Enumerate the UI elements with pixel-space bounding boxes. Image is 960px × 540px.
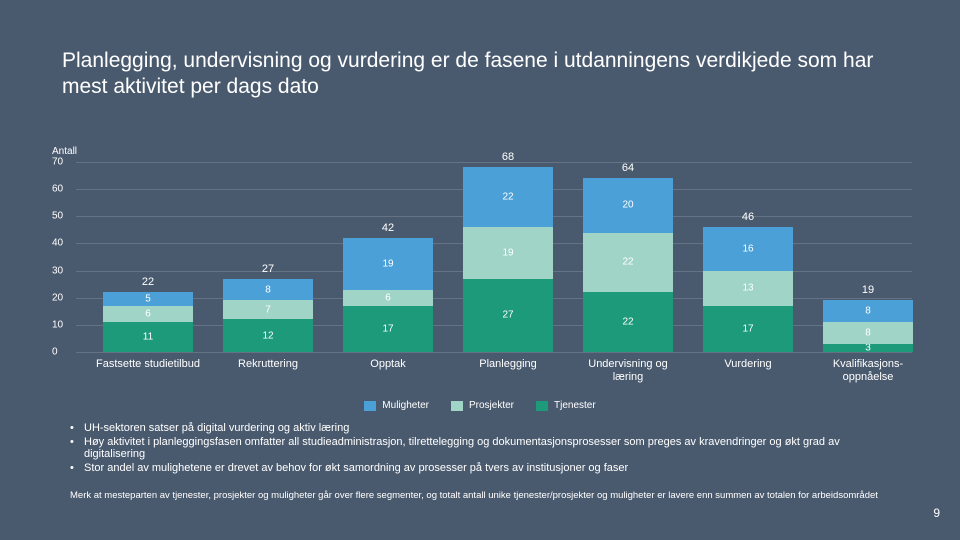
bar-segment: 8 [823, 322, 913, 344]
category-label: Opptak [333, 358, 443, 371]
bar-total-label: 42 [343, 222, 433, 234]
bar-segment: 20 [583, 178, 673, 232]
bar-segment-label: 17 [343, 323, 433, 334]
bar-segment: 7 [223, 300, 313, 319]
bullet-item: Stor andel av mulighetene er drevet av b… [70, 462, 890, 474]
y-tick-label: 10 [52, 319, 76, 330]
y-axis: 010203040506070 [52, 162, 78, 352]
bar-segment-label: 5 [103, 294, 193, 305]
bar-segment-label: 22 [463, 192, 553, 203]
bar-segment: 6 [103, 306, 193, 322]
legend-swatch [536, 401, 548, 411]
bar-segment-label: 19 [463, 247, 553, 258]
bar-segment-label: 8 [823, 306, 913, 317]
bar-segment: 17 [703, 306, 793, 352]
bar-segment: 6 [343, 290, 433, 306]
bullet-item: Høy aktivitet i planleggingsfasen omfatt… [70, 436, 890, 460]
stacked-bar-chart: 010203040506070 116522127827176194227192… [52, 162, 912, 392]
bar-segment: 8 [823, 300, 913, 322]
bar-segment-label: 6 [103, 309, 193, 320]
bar-segment-label: 13 [703, 283, 793, 294]
legend-label: Tjenester [554, 400, 596, 411]
y-tick-label: 40 [52, 238, 76, 249]
legend-label: Prosjekter [469, 400, 514, 411]
y-tick-label: 70 [52, 157, 76, 168]
bar-segment-label: 17 [703, 323, 793, 334]
bar-segment: 13 [703, 271, 793, 306]
chart-plot: 1165221278271761942271922682222206417131… [78, 162, 912, 352]
page-number: 9 [933, 506, 940, 520]
bar-segment: 17 [343, 306, 433, 352]
y-tick-label: 50 [52, 211, 76, 222]
bar-segment: 22 [583, 233, 673, 293]
slide-title: Planlegging, undervisning og vurdering e… [62, 48, 902, 101]
bar-segment-label: 22 [583, 257, 673, 268]
bar-segment: 19 [463, 227, 553, 279]
bar-total-label: 27 [223, 263, 313, 275]
bar-segment-label: 7 [223, 304, 313, 315]
bar-segment: 3 [823, 344, 913, 352]
bar-segment-label: 8 [223, 284, 313, 295]
bar-segment-label: 12 [223, 330, 313, 341]
bar-segment-label: 22 [583, 317, 673, 328]
legend-label: Muligheter [382, 400, 429, 411]
category-label: Planlegging [453, 358, 563, 371]
bar-segment: 16 [703, 227, 793, 270]
y-tick-label: 30 [52, 265, 76, 276]
bar-segment-label: 27 [463, 310, 553, 321]
bar-segment: 5 [103, 292, 193, 306]
category-label: Kvalifikasjons-oppnåelse [813, 358, 923, 384]
bar-total-label: 68 [463, 151, 553, 163]
bar-segment: 11 [103, 322, 193, 352]
bar-segment-label: 20 [583, 200, 673, 211]
legend-swatch [364, 401, 376, 411]
legend-item: Tjenester [536, 400, 596, 411]
bar-segment-label: 16 [703, 243, 793, 254]
bar-segment: 12 [223, 319, 313, 352]
legend-item: Prosjekter [451, 400, 514, 411]
chart-legend: Muligheter Prosjekter Tjenester [0, 400, 960, 411]
y-tick-label: 20 [52, 292, 76, 303]
bar-segment: 27 [463, 279, 553, 352]
gridline [76, 352, 912, 353]
bar-segment-label: 8 [823, 328, 913, 339]
y-tick-label: 0 [52, 347, 76, 358]
legend-item: Muligheter [364, 400, 429, 411]
bar-segment: 22 [463, 167, 553, 227]
bar-segment-label: 11 [103, 332, 193, 343]
chart-ylabel: Antall [52, 146, 77, 157]
bar-total-label: 22 [103, 276, 193, 288]
bullet-list: UH-sektoren satser på digital vurdering … [70, 422, 890, 476]
bar-segment: 8 [223, 279, 313, 301]
bar-segment: 19 [343, 238, 433, 290]
bar-total-label: 46 [703, 211, 793, 223]
category-label: Rekruttering [213, 358, 323, 371]
bar-segment: 22 [583, 292, 673, 352]
category-label: Vurdering [693, 358, 803, 371]
bar-segment-label: 3 [823, 342, 913, 353]
category-label: Undervisning og læring [573, 358, 683, 384]
category-label: Fastsette studietilbud [93, 358, 203, 371]
y-tick-label: 60 [52, 184, 76, 195]
bullet-item: UH-sektoren satser på digital vurdering … [70, 422, 890, 434]
bar-total-label: 64 [583, 162, 673, 174]
bar-total-label: 19 [823, 284, 913, 296]
footnote: Merk at mesteparten av tjenester, prosje… [70, 490, 890, 501]
bar-segment-label: 6 [343, 292, 433, 303]
legend-swatch [451, 401, 463, 411]
bar-segment-label: 19 [343, 258, 433, 269]
